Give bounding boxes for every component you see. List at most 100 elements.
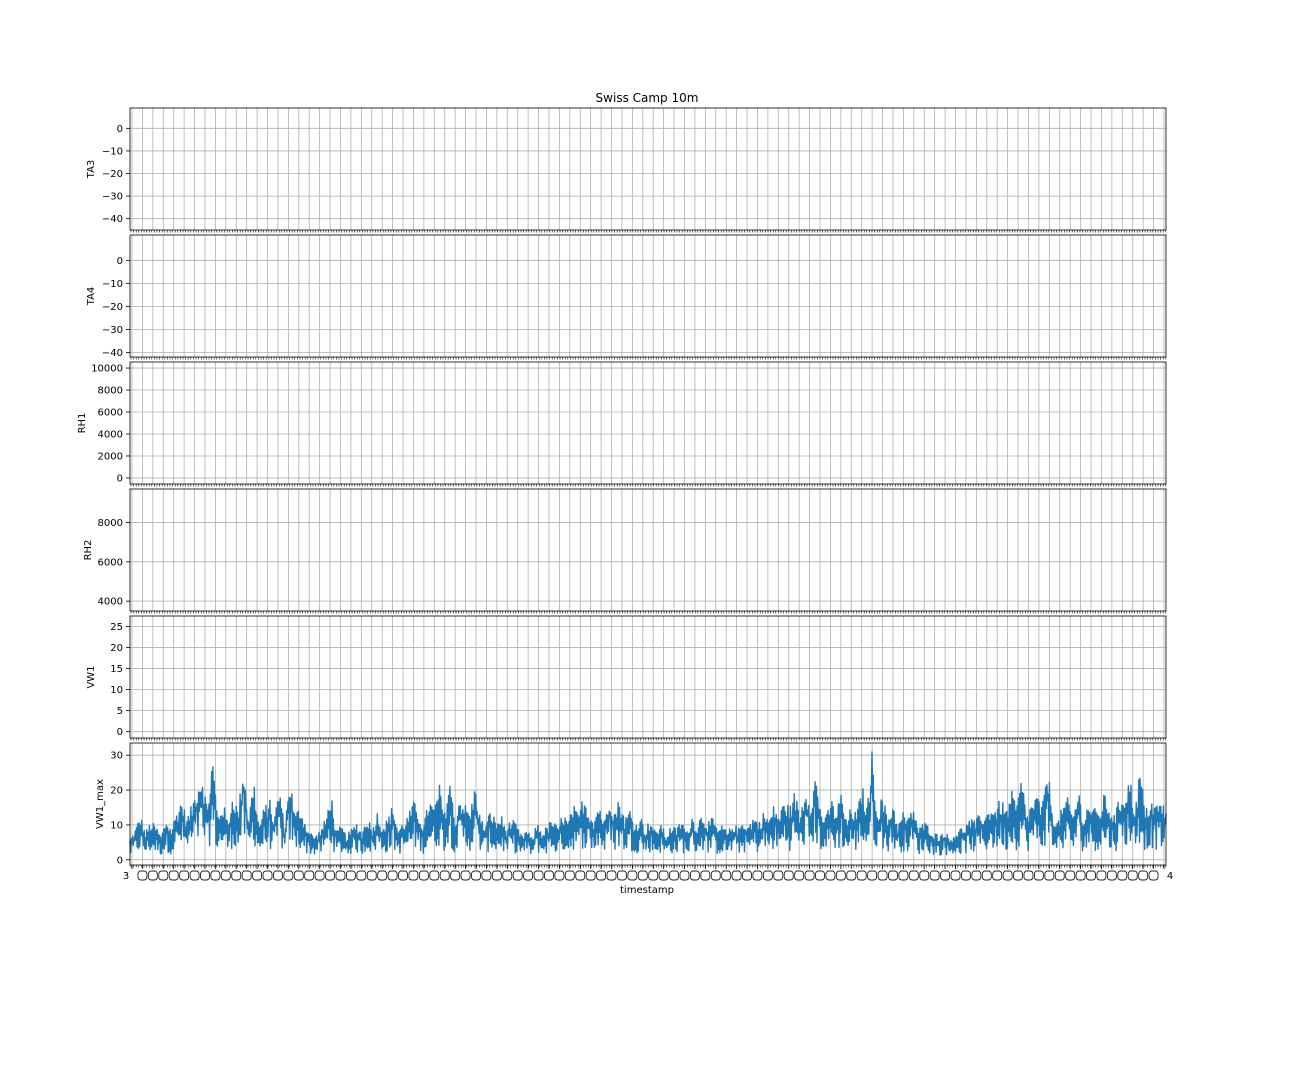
x-tick-label-glyph [908,870,919,881]
y-tick-label: 4000 [98,597,123,608]
x-tick-label-glyph [669,870,680,881]
x-tick-label-glyph [1096,870,1107,881]
y-tick-label: 0 [117,727,123,738]
x-tick-label-glyph [1127,870,1138,881]
y-tick-label: 20 [110,786,123,797]
y-tick-label: 0 [117,473,123,484]
x-tick-label-glyph [564,870,575,881]
x-tick-label-glyph [210,870,221,881]
x-tick-label-glyph [971,870,982,881]
x-tick-label-glyph [554,870,565,881]
x-tick-label-glyph [637,870,648,881]
y-tick-label: 15 [110,664,123,675]
axes-frame [129,234,1167,358]
x-tick-label-glyph [168,870,179,881]
x-tick-label-glyph [314,870,325,881]
chart-title: Swiss Camp 10m [596,91,699,105]
x-tick-label-glyph [137,870,148,881]
x-tick-label-glyph [1075,870,1086,881]
x-tick-label-glyph [408,870,419,881]
y-axis-label: TA4 [86,287,97,307]
x-tick-label-glyph [471,870,481,881]
x-tick-label-glyph [512,870,523,881]
y-tick-label: −30 [102,192,123,203]
x-tick-label-glyph [502,870,513,881]
x-tick-label: 3 [123,871,129,882]
y-axis-label: VW1 [86,665,97,688]
y-tick-label: −10 [102,279,123,290]
x-tick-label-glyph [262,870,273,881]
x-tick-label-glyph [200,870,210,881]
x-tick-label-glyph [147,870,158,881]
x-tick-label-glyph [189,870,200,881]
x-tick-label-glyph [220,870,231,881]
series-line-vw1-max [129,751,1167,856]
x-tick-label-glyph [616,870,627,881]
axes-frame [129,361,1167,485]
x-tick-label-glyph [1117,870,1128,881]
y-tick-label: 0 [117,256,123,267]
x-tick-label-glyph [377,870,388,881]
x-tick-label-glyph [679,870,690,881]
x-tick-label-glyph [158,870,169,881]
x-tick-label-glyph [398,870,408,881]
y-tick-label: 8000 [98,386,123,397]
x-tick-label-glyph [304,870,315,881]
x-tick-label-glyph [1033,870,1044,881]
x-tick-label-glyph [658,870,669,881]
x-tick-label-glyph [835,870,846,881]
x-tick-label-clutter [137,870,1159,881]
x-tick-label-glyph [1054,870,1065,881]
x-tick-label-glyph [1106,870,1117,881]
x-tick-label-glyph [689,870,700,881]
x-tick-label-glyph [940,870,951,881]
x-tick-label-glyph [981,870,992,881]
x-tick-label-glyph [523,870,534,881]
x-tick-label-glyph [648,870,659,881]
y-tick-label: 25 [110,622,123,633]
y-tick-label: 10 [110,685,123,696]
x-tick-label-glyph [627,870,638,881]
y-axis-label: VW1_max [95,779,106,829]
x-tick-label-glyph [366,870,377,881]
x-tick-label-glyph [804,870,815,881]
y-tick-label: −20 [102,302,123,313]
x-tick-label-glyph [345,870,356,881]
x-tick-label-glyph [742,870,752,881]
subplots: 0−10−20−30−40TA30−10−20−30−40TA410000800… [77,107,1167,868]
x-tick-label-glyph [888,870,898,881]
axes-frame [129,107,1167,231]
subplot-rh1: 10000 8000 6000 4000 2000 0 RH1 [77,361,1167,487]
x-tick-label-glyph [241,870,252,881]
x-tick-label-glyph [1065,870,1076,881]
x-tick-label-glyph [950,870,961,881]
y-tick-label: 4000 [98,429,123,440]
x-tick-label-glyph [1013,870,1024,881]
subplot-rh2: 8000 6000 4000 RH2 [83,488,1167,614]
x-tick-label-glyph [450,870,461,881]
x-tick-label-glyph [439,870,450,881]
x-tick-label-glyph [252,870,263,881]
y-tick-label: 2000 [98,451,123,462]
x-tick-label-glyph [1086,870,1096,881]
y-tick-label: 0 [117,124,123,135]
y-tick-label: −10 [102,146,123,157]
x-tick-label-glyph [1148,870,1159,881]
x-tick-label-glyph [606,870,617,881]
y-tick-label: −40 [102,348,123,359]
x-tick-label-glyph [544,870,554,881]
x-tick-label-glyph [825,870,836,881]
x-tick-label-glyph [335,870,346,881]
x-tick-label-glyph [762,870,773,881]
x-tick-label-glyph [356,870,367,881]
x-tick-label-glyph [919,870,930,881]
x-tick-label-glyph [1002,870,1013,881]
x-tick-label-glyph [783,870,794,881]
x-tick-label-glyph [815,870,825,881]
x-tick-label: 4 [1167,871,1173,882]
x-tick-label-glyph [898,870,909,881]
y-tick-label: 10 [110,820,123,831]
x-tick-label-glyph [272,870,283,881]
x-tick-label-glyph [1023,870,1034,881]
axes-frame [129,488,1167,612]
